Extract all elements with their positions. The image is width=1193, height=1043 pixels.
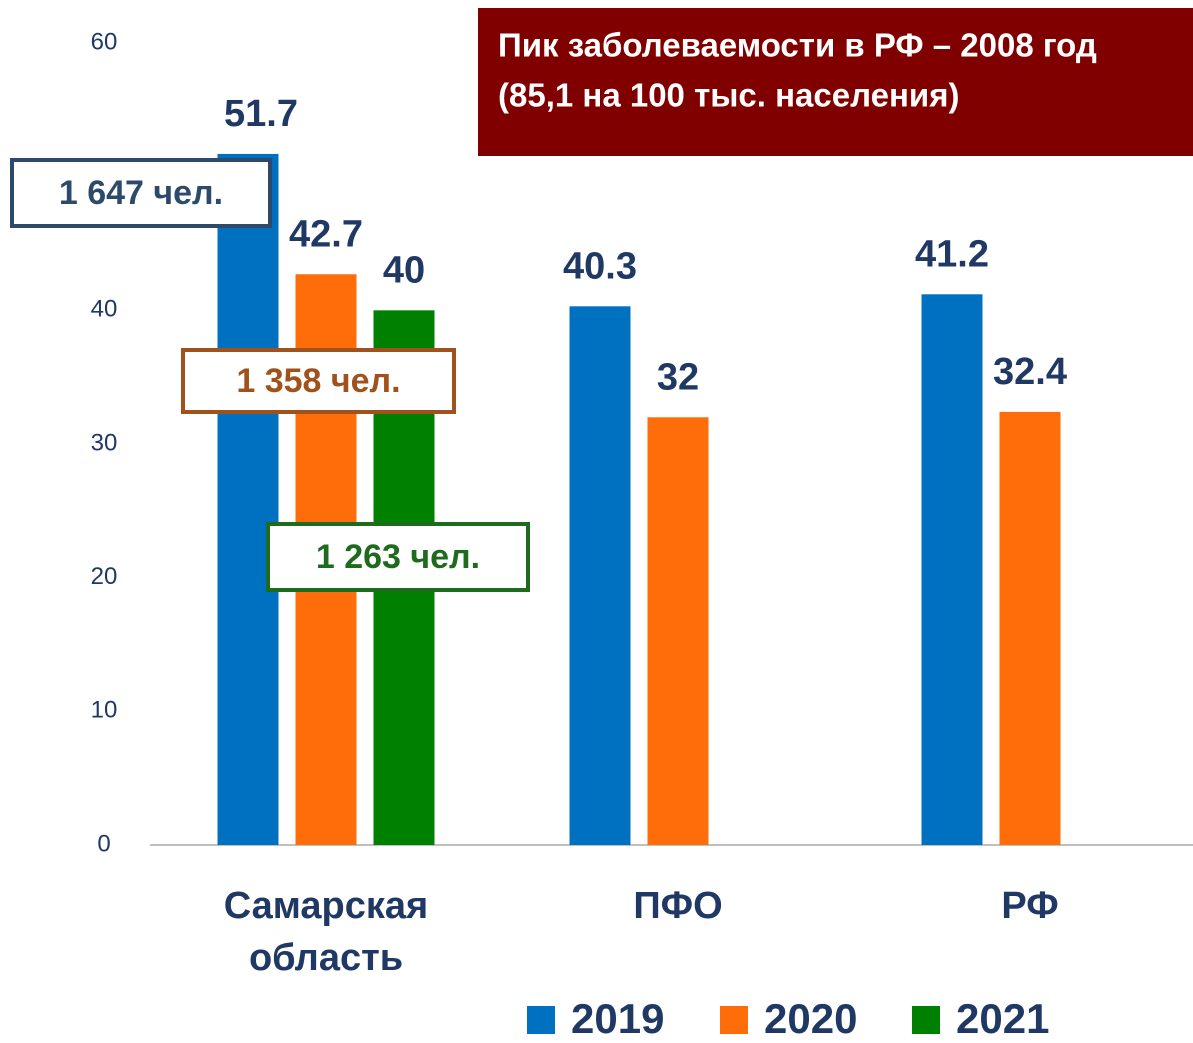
count-label: 1 263 чел. bbox=[316, 538, 480, 576]
legend-label: 2021 bbox=[956, 995, 1049, 1042]
y-tick-label: 30 bbox=[91, 429, 118, 456]
count-box bbox=[10, 158, 272, 228]
bar bbox=[999, 411, 1061, 845]
y-tick-label: 10 bbox=[91, 697, 118, 724]
bar bbox=[647, 417, 709, 845]
legend-label: 2020 bbox=[764, 995, 857, 1042]
y-tick-label: 20 bbox=[91, 563, 118, 590]
count-label: 1 358 чел. bbox=[236, 362, 400, 400]
y-tick-label: 40 bbox=[91, 296, 118, 323]
value-label: 40 bbox=[383, 249, 425, 291]
x-tick-label: ПФО bbox=[633, 885, 723, 927]
value-label: 41.2 bbox=[915, 233, 989, 275]
y-tick-label: 60 bbox=[91, 28, 118, 55]
value-label: 42.7 bbox=[289, 213, 363, 255]
value-label: 32.4 bbox=[993, 351, 1067, 393]
bar bbox=[569, 306, 631, 845]
count-box bbox=[266, 522, 530, 592]
legend-swatch bbox=[720, 1006, 748, 1034]
bar bbox=[921, 294, 983, 845]
x-tick-label: РФ bbox=[1001, 885, 1059, 927]
note-text: Пик заболеваемости в РФ – 2008 год bbox=[498, 27, 1097, 64]
x-tick-label: Самарская область bbox=[223, 885, 429, 979]
legend-label: 2019 bbox=[571, 995, 664, 1042]
value-label: 32 bbox=[657, 356, 699, 398]
y-tick-label: 0 bbox=[97, 830, 110, 857]
bar bbox=[217, 153, 279, 845]
value-label: 40.3 bbox=[563, 245, 637, 287]
legend-swatch bbox=[527, 1006, 555, 1034]
note-text: (85,1 на 100 тыс. населения) bbox=[498, 77, 959, 114]
legend-swatch bbox=[912, 1006, 940, 1034]
value-label: 51.7 bbox=[224, 93, 298, 135]
note-box bbox=[478, 8, 1193, 156]
count-label: 1 647 чел. bbox=[59, 174, 223, 212]
count-box bbox=[181, 348, 456, 414]
